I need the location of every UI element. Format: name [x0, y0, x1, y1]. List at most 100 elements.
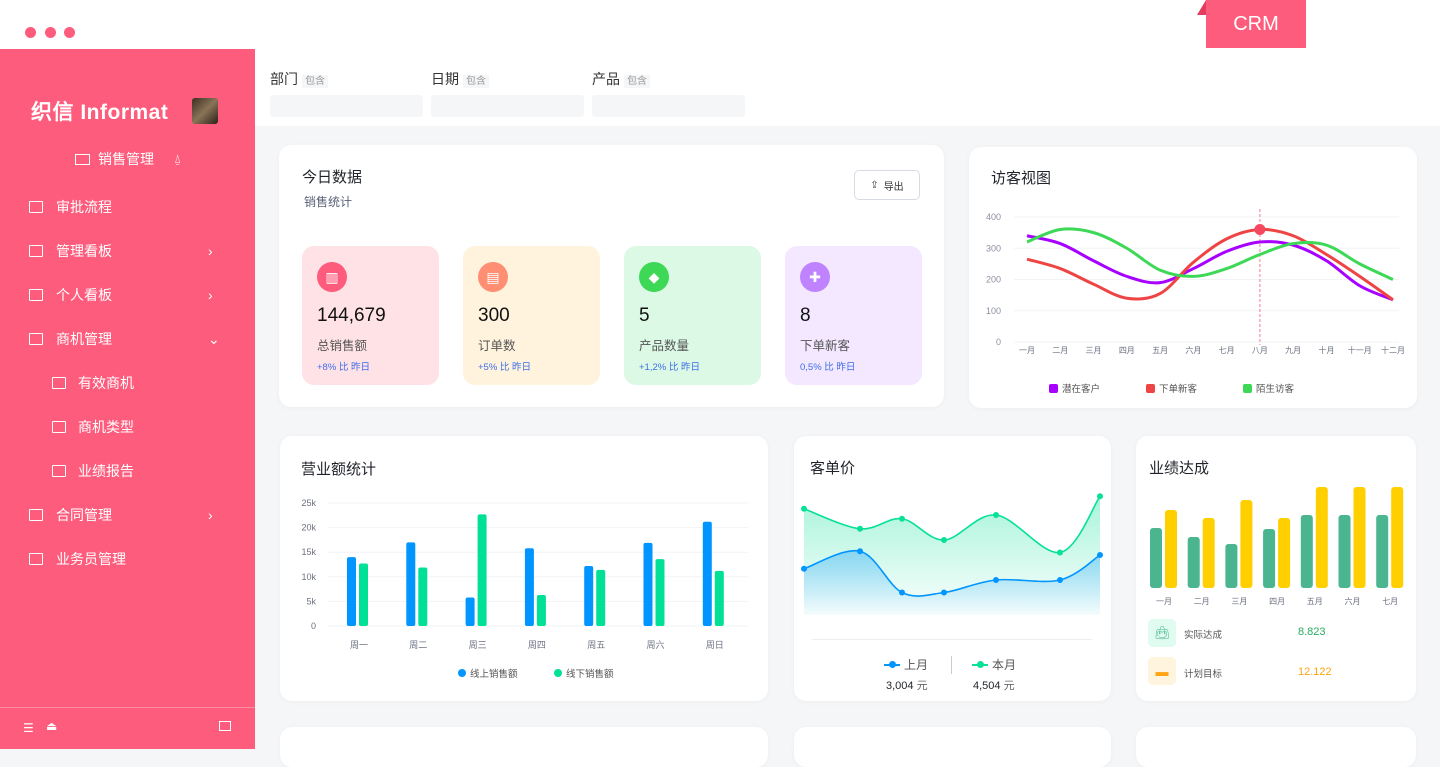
x-tick-label: 周三 — [469, 640, 487, 650]
bar — [584, 565, 594, 626]
data-point — [993, 512, 999, 518]
chevron-icon: › — [208, 287, 213, 303]
y-tick-label: 0 — [311, 621, 316, 631]
sidebar-item[interactable]: 个人看板 › — [0, 273, 255, 317]
collapse-sidebar-icon[interactable] — [219, 721, 231, 731]
line-marker-icon — [884, 660, 900, 668]
stat-value: 300 — [478, 305, 510, 326]
bar — [1165, 510, 1177, 588]
legend-label: 陌生访客 — [1256, 384, 1295, 395]
stat-label: 产品数量 — [639, 339, 690, 353]
user-add-icon: ✚ — [800, 262, 830, 292]
target-label: 计划目标 — [1184, 669, 1223, 680]
chevron-icon: › — [208, 243, 213, 259]
legend-swatch — [1243, 383, 1252, 393]
unit: 元 — [916, 680, 928, 692]
sidebar-item-label: 商机管理 — [56, 331, 112, 347]
chevron-icon: › — [208, 507, 213, 523]
window-maximize-button[interactable] — [64, 27, 75, 38]
sidebar-item[interactable]: 管理看板 › — [0, 229, 255, 273]
value: 3,004 — [886, 680, 914, 692]
data-point — [1057, 577, 1063, 583]
bar — [347, 557, 356, 626]
data-point — [857, 548, 863, 555]
sidebar-item[interactable]: 业绩报告 — [0, 449, 255, 493]
bar — [1353, 487, 1366, 588]
chart-icon: ▥ — [317, 262, 347, 292]
sidebar-item[interactable]: 业务员管理 — [0, 537, 255, 581]
table-icon — [52, 465, 66, 477]
value: 4,504 — [973, 680, 1001, 692]
filter-operator[interactable]: 包含 — [463, 75, 489, 88]
department-filter-input[interactable] — [270, 95, 423, 117]
legend-label: 下单新客 — [1159, 384, 1198, 395]
legend-marker — [458, 669, 466, 677]
menu-icon[interactable]: ☰ — [23, 721, 34, 735]
date-filter-input[interactable] — [431, 95, 584, 117]
series-line — [1026, 227, 1394, 302]
bar — [1278, 518, 1291, 588]
x-tick-label: 三月 — [1231, 597, 1247, 606]
stat-change: +8% 比 昨日 — [317, 362, 371, 373]
sidebar-item-label: 合同管理 — [56, 507, 112, 523]
x-tick-label: 周四 — [528, 640, 546, 650]
filter-bar: 部门 包含 日期 包含 产品 包含 — [255, 49, 1440, 126]
visitor-line-chart: 0 100 200 300 400 一月 二月 三月 四月 五月 六月 七月 八月 九月 十月 十一月 十二月 — [986, 209, 1405, 355]
sidebar-item-label: 管理看板 — [56, 243, 112, 259]
sidebar-item-label: 商机类型 — [78, 419, 134, 435]
y-tick-label: 15k — [301, 547, 316, 557]
legend-item[interactable]: 线下销售额 — [554, 666, 614, 680]
x-tick-label: 周一 — [350, 640, 368, 650]
legend-item[interactable]: 线上销售额 — [458, 666, 518, 680]
performance-bar-chart: 一月 二月 三月 四月 五月 六月 七月 — [1150, 487, 1404, 606]
x-tick-label: 一月 — [1156, 597, 1172, 606]
data-point — [857, 525, 863, 532]
bar — [477, 514, 487, 626]
bar — [1338, 515, 1351, 588]
sidebar-item[interactable]: 有效商机 — [0, 361, 255, 405]
unit: 元 — [1003, 680, 1015, 692]
stat-label: 总销售额 — [317, 339, 368, 353]
x-tick-label: 五月 — [1152, 346, 1168, 355]
legend-label: 潜在客户 — [1062, 384, 1101, 395]
app-switcher[interactable]: 销售管理 ⍙ — [75, 149, 181, 169]
data-point — [801, 505, 807, 512]
filter-operator[interactable]: 包含 — [624, 75, 650, 88]
y-tick-label: 400 — [986, 212, 1001, 222]
window-minimize-button[interactable] — [45, 27, 56, 38]
table-icon — [29, 509, 43, 521]
board-icon — [29, 245, 43, 257]
table-icon — [29, 553, 43, 565]
card — [794, 727, 1111, 767]
stat-card: ▤ 300 订单数 +5% 比 昨日 — [463, 246, 600, 385]
legend-marker — [554, 669, 562, 677]
bar — [524, 548, 534, 626]
card-subtitle: 销售统计 — [304, 195, 353, 209]
badge-fold — [1197, 0, 1206, 15]
data-point — [899, 589, 905, 596]
y-tick-label: 25k — [301, 498, 316, 508]
bell-icon[interactable]: ⍙ — [174, 151, 182, 166]
legend-item[interactable]: 下单新客 — [1146, 381, 1197, 395]
eject-icon[interactable]: ⏏ — [46, 719, 58, 733]
upload-icon: ⇪ — [870, 179, 879, 191]
chevron-icon: ⌄ — [208, 330, 220, 347]
sidebar-item[interactable]: 商机管理 ⌄ — [0, 317, 255, 361]
data-point — [993, 577, 999, 583]
revenue-bar-chart: 0 5k 10k 15k 20k 25k 周一 周二 周三 周四 周五 周六 周日 — [301, 498, 748, 650]
export-button[interactable]: ⇪ 导出 — [854, 170, 920, 200]
window-close-button[interactable] — [25, 27, 36, 38]
actual-value: 8.823 — [1298, 626, 1326, 638]
sidebar-item[interactable]: 审批流程 — [0, 185, 255, 229]
sidebar-item[interactable]: 商机类型 — [0, 405, 255, 449]
sidebar-item[interactable]: 合同管理 › — [0, 493, 255, 537]
x-tick-label: 六月 — [1345, 596, 1361, 606]
today-data-card: 今日数据 销售统计 ⇪ 导出 ▥ 144,679 总销售额 +8% 比 昨日 ▤ 3… — [279, 145, 944, 407]
legend-item[interactable]: 潜在客户 — [1049, 381, 1100, 395]
bar — [1376, 515, 1389, 588]
filter-operator[interactable]: 包含 — [302, 75, 328, 88]
legend-item[interactable]: 陌生访客 — [1243, 381, 1294, 395]
avatar[interactable] — [192, 98, 218, 124]
performance-card: 业绩达成 一月 二月 三月 四月 五月 六月 七月 👜︎ 实际达成 8.823 ▬ 计划目标… — [1136, 436, 1416, 701]
product-filter-input[interactable] — [592, 95, 745, 117]
